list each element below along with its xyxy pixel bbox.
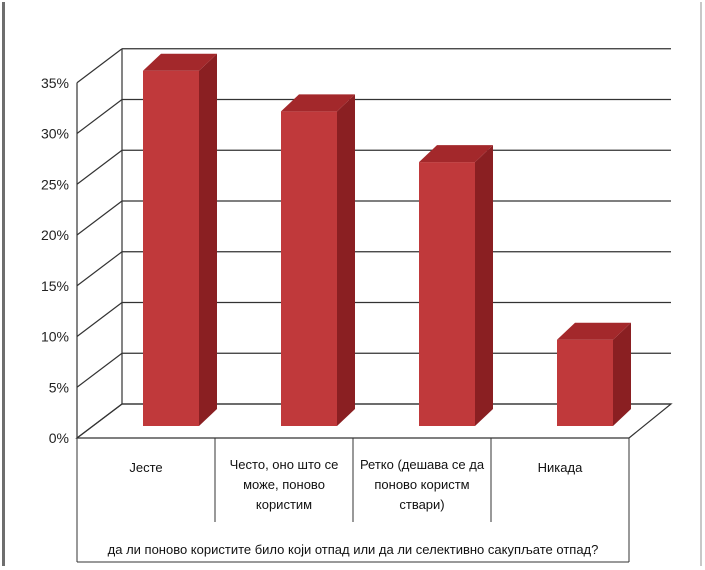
bars [143, 53, 631, 426]
y-tick-label: 20% [41, 227, 69, 243]
bar [419, 145, 493, 426]
y-tick-label: 5% [49, 379, 69, 395]
category-label: Често, оно што се [230, 457, 339, 472]
x-axis-title: да ли поново користите било који отпад и… [108, 542, 599, 557]
y-axis-ticks: 0% 5% 10% 15% 20% 25% 30% 35% [41, 75, 69, 446]
category-label: Ретко (дешава се да [360, 457, 485, 472]
category-label: поново користм [374, 477, 469, 492]
y-tick-label: 10% [41, 329, 69, 345]
bar-top [143, 53, 217, 71]
category-label: користим [256, 497, 312, 512]
bar [143, 53, 217, 426]
gridline-side [76, 149, 123, 185]
bar-top [557, 322, 631, 340]
gridline-side [76, 200, 123, 236]
category-label: ствари) [399, 497, 444, 512]
y-tick-label: 0% [49, 430, 69, 446]
bar-side [613, 322, 631, 426]
gridline-side [76, 352, 123, 388]
bar-side [199, 53, 217, 426]
y-tick-label: 15% [41, 278, 69, 294]
floor [75, 403, 673, 439]
gridline-side [76, 302, 123, 337]
gridline-side [76, 99, 123, 134]
bar [281, 94, 355, 426]
category-label: Јесте [129, 460, 162, 475]
category-labels: Јесте Често, оно што се може, поново корист… [129, 457, 583, 512]
category-label: може, поново [243, 477, 325, 492]
bar-front [143, 70, 199, 426]
bar-side [337, 94, 355, 426]
gridline-side [76, 48, 123, 84]
bar-side [475, 145, 493, 426]
bar-top [419, 145, 493, 163]
gridline-side [76, 251, 123, 287]
bar-front [419, 162, 475, 426]
bar [557, 322, 631, 426]
y-tick-label: 30% [41, 126, 69, 142]
bar-front [557, 339, 613, 426]
bar-front [281, 111, 337, 426]
category-label: Никада [538, 460, 583, 475]
y-tick-label: 35% [41, 75, 69, 91]
bar-top [281, 94, 355, 112]
axes [75, 48, 673, 563]
bar-chart: 0% 5% 10% 15% 20% 25% 30% 35% Јесте Често, оно ш… [41, 48, 673, 563]
y-tick-label: 25% [41, 176, 69, 192]
